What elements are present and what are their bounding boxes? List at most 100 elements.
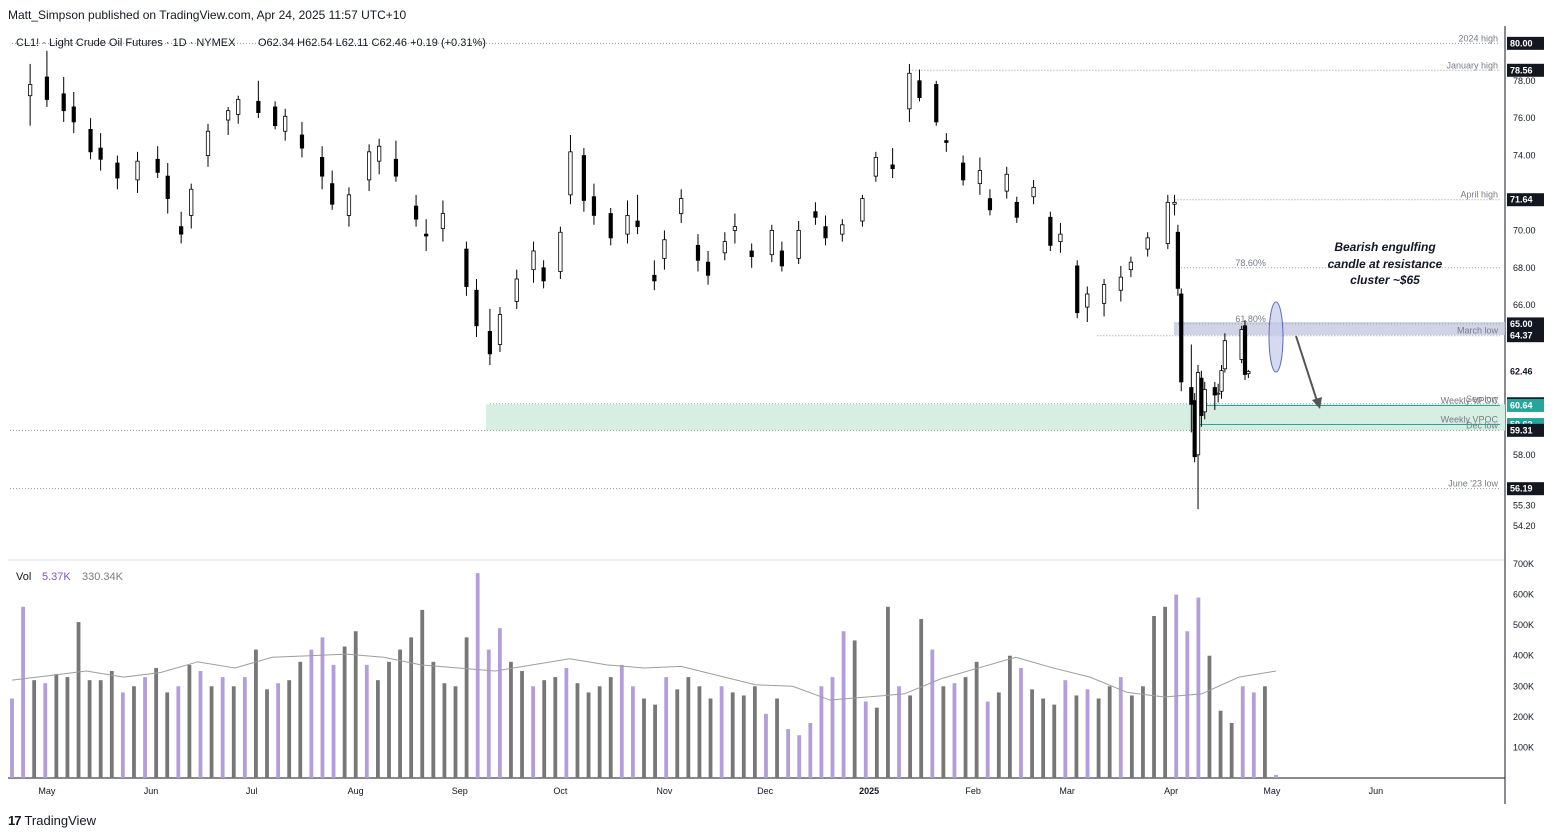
volume-bar-79 (886, 606, 890, 778)
volume-tick-2: 300K (1513, 681, 1534, 691)
candle-body-70 (1058, 233, 1063, 243)
volume-label[interactable]: Vol (16, 571, 31, 583)
candle-body-92 (1246, 371, 1251, 375)
candle-body-5 (98, 147, 103, 160)
volume-ma-line (11, 653, 1277, 701)
price-tick-8: 76.00 (1513, 113, 1536, 123)
volume-bar-82 (919, 619, 924, 778)
volume-bar-93 (1041, 698, 1046, 778)
time-tick-9: Feb (965, 786, 981, 796)
volume-bar-31 (353, 631, 358, 778)
volume-bar-30 (342, 646, 347, 778)
volume-bar-104 (1163, 606, 1168, 778)
candle-body-43 (662, 239, 667, 259)
volume-bar-48 (542, 680, 547, 778)
volume-bar-111 (1240, 686, 1245, 778)
volume-value: 5.37K (42, 571, 71, 583)
symbol-title[interactable]: CL1! · Light Crude Oil Futures · 1D · NY… (16, 37, 236, 49)
volume-bar-26 (298, 661, 303, 778)
candle-body-83 (1195, 372, 1201, 456)
candle-body-20 (330, 183, 335, 205)
candle-body-91 (1242, 325, 1248, 375)
candles-layer (28, 50, 1251, 510)
volume-layer (10, 573, 1278, 778)
candle-body-80 (1179, 293, 1184, 383)
time-tick-3: Aug (348, 786, 364, 796)
candle-body-68 (1031, 186, 1036, 198)
candle-body-34 (541, 267, 546, 282)
volume-bar-91 (1019, 667, 1023, 778)
price-pane[interactable] (8, 26, 1505, 560)
volume-bar-25 (287, 680, 292, 778)
level-label-0: 2024 high (1458, 33, 1498, 43)
price-tags-layer: 80.0078.5671.6465.0064.3762.4660.7360.64… (1507, 36, 1544, 496)
volume-axis[interactable]: 100K 200K 300K 400K 500K 600K 700K (1513, 559, 1534, 752)
price-tick-9: 78.00 (1513, 76, 1536, 86)
price-tag-2: 71.64 (1510, 195, 1533, 205)
volume-bar-51 (575, 683, 580, 778)
price-tick-7: 74.00 (1513, 151, 1536, 161)
candle-body-3 (71, 106, 76, 123)
time-tick-5: Oct (553, 786, 568, 796)
candle-body-53 (813, 211, 818, 218)
candle-body-89 (1222, 340, 1227, 370)
volume-bar-54 (608, 677, 613, 778)
price-chart[interactable]: 2024 high January high April high 78.60% 61.… (0, 24, 1568, 804)
price-axis[interactable]: 54.20 55.30 58.00 62.46 66.00 68.00 70.00 74.00… (1513, 76, 1536, 531)
volume-bar-1 (21, 606, 25, 778)
level-label-3: 78.60% (1235, 258, 1266, 268)
time-tick-12: May (1263, 786, 1281, 796)
time-tick-11: Apr (1164, 786, 1178, 796)
candle-body-6 (115, 162, 120, 179)
price-tag-10: 59.31 (1510, 425, 1533, 435)
tradingview-logo[interactable]: 17 TradingView (8, 813, 96, 828)
candle-body-25 (413, 205, 419, 220)
volume-bar-99 (1107, 686, 1112, 778)
candle-body-72 (1085, 293, 1090, 308)
candle-body-55 (840, 224, 845, 235)
time-axis[interactable]: May Jun Jul Aug Sep Oct Nov Dec 2025 Feb Mar Apr May… (38, 786, 1383, 796)
ohlc-readout: O62.34 H62.54 L62.11 C62.46 +0.19 (+0.31… (258, 37, 486, 49)
candle-body-31 (497, 314, 503, 345)
candle-body-67 (1014, 201, 1019, 218)
annotation-line-1: Bearish engulfing (1334, 240, 1436, 254)
candle-body-4 (88, 128, 93, 153)
candle-body-7 (135, 160, 140, 181)
candle-body-17 (283, 115, 288, 132)
volume-bar-101 (1129, 695, 1134, 778)
volume-bar-108 (1207, 655, 1212, 778)
candle-body-13 (226, 110, 231, 121)
volume-bar-68 (764, 713, 768, 778)
zone-layer (485, 322, 1505, 431)
volume-tick-3: 400K (1513, 651, 1534, 661)
volume-bar-57 (642, 698, 646, 778)
volume-bar-114 (1274, 774, 1278, 778)
candle-body-12 (205, 130, 211, 156)
candle-body-28 (464, 248, 469, 287)
level-lines-layer: 2024 high January high April high 78.60% 61.… (10, 33, 1500, 490)
candle-body-65 (987, 198, 993, 211)
candle-body-77 (1165, 201, 1170, 244)
candle-body-29 (474, 289, 479, 327)
volume-bar-92 (1030, 689, 1034, 778)
candle-body-88 (1219, 370, 1224, 392)
time-tick-10: Mar (1059, 786, 1075, 796)
candle-body-56 (860, 198, 865, 222)
candle-body-30 (487, 330, 493, 355)
candle-body-14 (236, 99, 241, 115)
price-tick-1: 55.30 (1513, 500, 1536, 510)
price-tick-0: 54.20 (1513, 521, 1536, 531)
candle-body-42 (652, 274, 657, 282)
level-label-2: April high (1460, 190, 1498, 200)
volume-bar-66 (741, 695, 746, 778)
candle-body-60 (917, 80, 922, 98)
candle-body-74 (1118, 276, 1123, 291)
candle-body-54 (823, 226, 828, 239)
level-label-8: Weekly VPOC (1441, 395, 1499, 405)
price-tag-8: 60.64 (1510, 400, 1533, 410)
volume-bar-80 (897, 686, 901, 778)
volume-bar-4 (54, 674, 59, 778)
candle-body-49 (749, 250, 754, 257)
volume-bar-43 (486, 649, 491, 778)
candle-body-18 (299, 134, 305, 149)
